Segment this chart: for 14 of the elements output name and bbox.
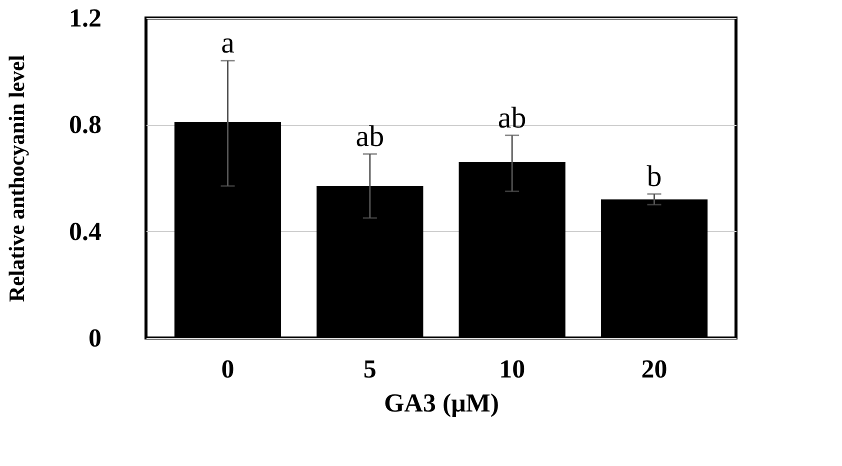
- y-tick-label: 0: [88, 324, 102, 352]
- x-tick-label: 20: [641, 354, 668, 384]
- annotation: ab: [498, 101, 526, 134]
- y-tick-label: 1.2: [69, 4, 102, 32]
- x-tick-label: 0: [221, 354, 234, 384]
- y-tick-label: 0.4: [69, 216, 102, 246]
- y-tick-label: 0.8: [69, 110, 102, 140]
- annotation: ab: [356, 120, 384, 153]
- x-tick-label: 5: [363, 354, 376, 384]
- x-tick-label: 10: [499, 354, 526, 384]
- x-axis-title: GA3 (μM): [384, 388, 500, 418]
- y-axis-title: Relative anthocyanin level: [4, 55, 29, 302]
- annotation: a: [221, 26, 234, 60]
- annotation: b: [646, 160, 662, 193]
